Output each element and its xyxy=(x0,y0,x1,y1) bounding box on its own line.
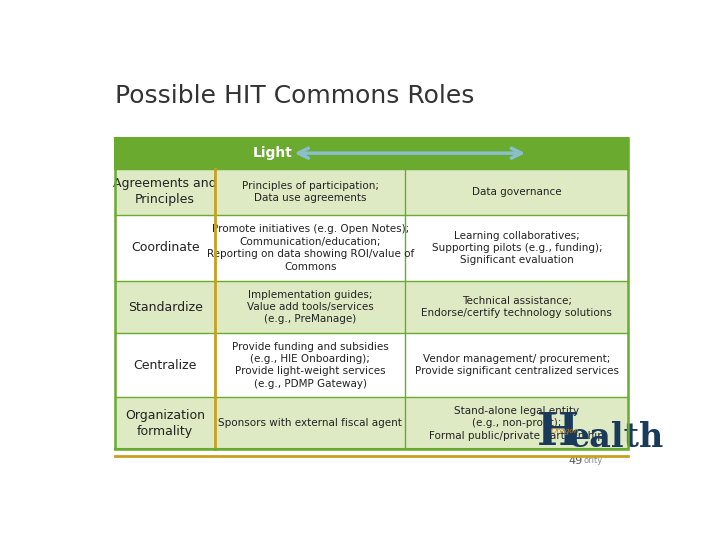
Text: Stand-alone legal entity
(e.g., non-profit);
Formal public/private partnership: Stand-alone legal entity (e.g., non-prof… xyxy=(429,406,604,441)
Text: Data governance: Data governance xyxy=(472,187,562,197)
Text: Provide funding and subsidies
(e.g., HIE Onboarding);
Provide light-weight servi: Provide funding and subsidies (e.g., HIE… xyxy=(232,342,389,389)
Text: Oregon: Oregon xyxy=(550,427,579,435)
Text: ealth: ealth xyxy=(569,421,664,454)
Text: Standardize: Standardize xyxy=(127,301,202,314)
Bar xyxy=(115,138,629,168)
Text: Vendor management/ procurement;
Provide significant centralized services: Vendor management/ procurement; Provide … xyxy=(415,354,618,376)
Text: Learning collaboratives;
Supporting pilots (e.g., funding);
Significant evaluati: Learning collaboratives; Supporting pilo… xyxy=(431,231,602,265)
Text: Centralize: Centralize xyxy=(133,359,197,372)
Text: Organization
formality: Organization formality xyxy=(125,409,205,438)
Text: Implementation guides;
Value add tools/services
(e.g., PreManage): Implementation guides; Value add tools/s… xyxy=(247,289,374,325)
Text: 49: 49 xyxy=(569,456,583,465)
Text: ority: ority xyxy=(584,456,603,464)
Text: Technical assistance;
Endorse/certify technology solutions: Technical assistance; Endorse/certify te… xyxy=(421,296,612,318)
Text: H: H xyxy=(536,410,579,454)
Text: Sponsors with external fiscal agent: Sponsors with external fiscal agent xyxy=(218,418,402,428)
Bar xyxy=(115,333,629,397)
Text: Possible HIT Commons Roles: Possible HIT Commons Roles xyxy=(115,84,474,107)
Bar xyxy=(115,169,629,215)
Text: Agreements and
Principles: Agreements and Principles xyxy=(113,177,217,206)
Text: Light: Light xyxy=(252,146,292,160)
Text: Promote initiatives (e.g. Open Notes);
Communication/education;
Reporting on dat: Promote initiatives (e.g. Open Notes); C… xyxy=(207,224,414,272)
Text: Coordinate: Coordinate xyxy=(131,241,199,254)
Bar xyxy=(115,138,629,449)
Text: Principles of participation;
Data use agreements: Principles of participation; Data use ag… xyxy=(242,180,379,203)
Bar xyxy=(115,215,629,281)
Bar xyxy=(115,397,629,449)
Bar xyxy=(115,281,629,333)
